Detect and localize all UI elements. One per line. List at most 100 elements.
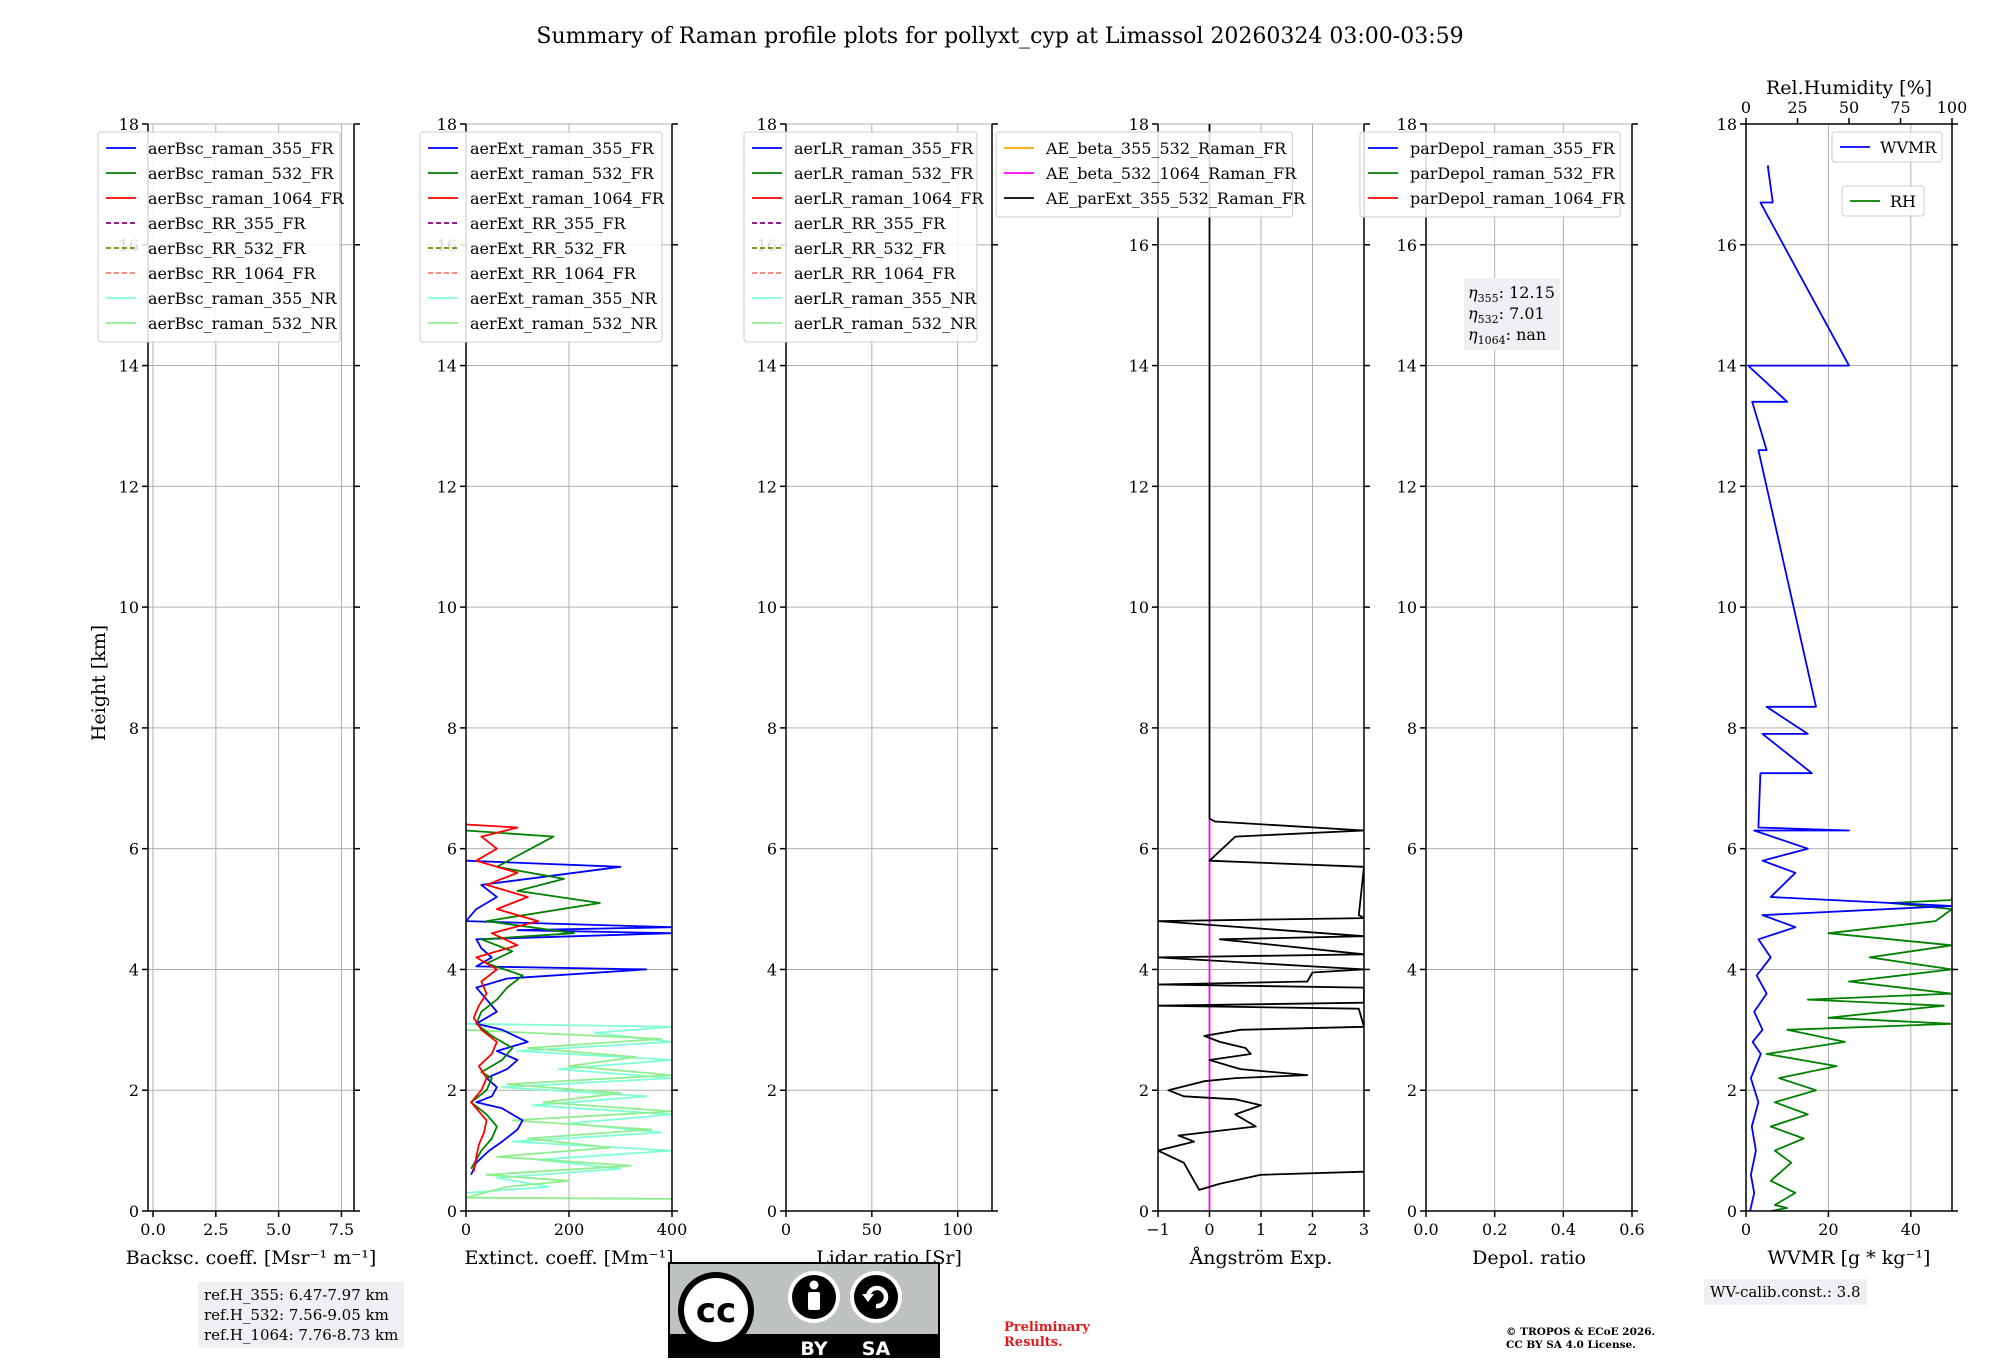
eta-annotation-box [1464, 278, 1560, 350]
legend-entry: aerLR_RR_532_FR [794, 239, 946, 258]
cc-logo-text: cc [696, 1291, 736, 1331]
eta-subscript: 532 [1478, 313, 1499, 326]
series-line-aerExt_raman_355_FR [466, 859, 672, 1176]
height-tick-label: 6 [447, 840, 457, 859]
panel-depol: 0 2 4 6 8 10 12 14 16 18 0.0 0.2 0.4 0.6 Depol. ratio p… [1359, 115, 1645, 1269]
height-tick-label: 8 [1139, 719, 1149, 738]
height-tick-label: 0 [767, 1202, 777, 1221]
eta-value: : 12.15 [1499, 283, 1555, 302]
series-line-aerExt_raman_1064_FR [466, 823, 539, 1172]
x-tick-label: 3 [1359, 1220, 1369, 1239]
height-tick-label: 4 [767, 960, 777, 979]
height-tick-label: 18 [1129, 115, 1149, 134]
legend-entry: aerExt_raman_355_FR [470, 139, 655, 158]
copyright-line-1: © TROPOS & ECoE 2026. [1506, 1326, 1656, 1338]
x-tick-label: 50 [862, 1220, 882, 1239]
eta-symbol: η [1468, 325, 1478, 344]
height-tick-label: 8 [1727, 719, 1737, 738]
x-tick-label: 1 [1256, 1220, 1266, 1239]
height-tick-label: 10 [437, 598, 457, 617]
height-tick-label: 14 [437, 357, 457, 376]
height-tick-label: 0 [1139, 1202, 1149, 1221]
x-tick-label: 0 [1741, 1220, 1751, 1239]
x-tick-label: 40 [1901, 1220, 1921, 1239]
eta-symbol: η [1468, 304, 1478, 323]
height-tick-label: 6 [1407, 840, 1417, 859]
height-tick-label: 18 [1717, 115, 1737, 134]
height-tick-label: 16 [1129, 236, 1149, 255]
x-tick-label: 200 [554, 1220, 585, 1239]
height-tick-label: 14 [1129, 357, 1149, 376]
panel-lr: 024681012141618050100Lidar ratio [Sr]aer… [743, 115, 998, 1269]
height-tick-label: 10 [119, 598, 139, 617]
height-tick-label: 6 [129, 840, 139, 859]
height-tick-label: 14 [1717, 357, 1737, 376]
rh-legend-label: RH [1890, 192, 1916, 211]
legend-entry: aerLR_raman_355_FR [794, 139, 974, 158]
x-tick-label: −1 [1146, 1220, 1170, 1239]
height-tick-label: 2 [129, 1081, 139, 1100]
legend-entry: aerLR_raman_355_NR [794, 289, 977, 308]
legend-entry: aerBsc_raman_1064_FR [148, 189, 345, 208]
x-axis-label: Depol. ratio [1472, 1247, 1586, 1269]
x-axis-label: Backsc. coeff. [Msr⁻¹ m⁻¹] [126, 1247, 377, 1269]
legend-entry: AE_parExt_355_532_Raman_FR [1045, 189, 1306, 208]
wvmr-legend-label: WVMR [1880, 138, 1937, 157]
eta-subscript: 355 [1478, 292, 1499, 305]
height-tick-label: 4 [1407, 960, 1417, 979]
legend-entry: AE_beta_355_532_Raman_FR [1045, 139, 1287, 158]
series-line-RH [1765, 897, 1952, 1211]
legend-entry: aerBsc_raman_532_FR [148, 164, 334, 183]
legend-entry: aerExt_raman_355_NR [470, 289, 658, 308]
legend-entry: aerExt_raman_532_FR [470, 164, 655, 183]
rh-tick-label: 50 [1839, 98, 1859, 117]
height-tick-label: 18 [757, 115, 777, 134]
eta-value: : nan [1506, 325, 1547, 344]
legend-entry: aerExt_RR_355_FR [470, 214, 627, 233]
legend-entry: aerLR_RR_1064_FR [794, 264, 956, 283]
legend-entry: aerLR_raman_532_FR [794, 164, 974, 183]
cc-badge-graphic: cc BY SA [670, 1264, 938, 1358]
x-tick-label: 0.2 [1482, 1220, 1507, 1239]
height-tick-label: 2 [1727, 1081, 1737, 1100]
legend-entry: aerExt_RR_1064_FR [470, 264, 637, 283]
height-tick-label: 0 [1407, 1202, 1417, 1221]
height-tick-label: 14 [119, 357, 139, 376]
height-tick-label: 4 [1727, 960, 1737, 979]
x-tick-label: 2 [1307, 1220, 1317, 1239]
height-tick-label: 0 [129, 1202, 139, 1221]
x-tick-label: 0 [1204, 1220, 1214, 1239]
legend-entry: aerBsc_RR_1064_FR [148, 264, 317, 283]
height-tick-label: 8 [1407, 719, 1417, 738]
height-axis-label: Height [km] [88, 625, 110, 741]
legend-entry: aerLR_RR_355_FR [794, 214, 946, 233]
rh-tick-label: 25 [1787, 98, 1807, 117]
height-tick-label: 2 [1139, 1081, 1149, 1100]
series-group [1747, 165, 1952, 1211]
panel-ext: 0246810121416180200400Extinct. coeff. [M… [419, 115, 687, 1269]
rh-tick-label: 0 [1741, 98, 1751, 117]
eta-subscript: 1064 [1478, 334, 1506, 347]
x-axis-label: Extinct. coeff. [Mm⁻¹] [464, 1247, 673, 1269]
legend-entry: parDepol_raman_355_FR [1410, 139, 1616, 158]
figure-title: Summary of Raman profile plots for polly… [536, 24, 1463, 49]
height-tick-label: 16 [1717, 236, 1737, 255]
legend-entry: parDepol_raman_1064_FR [1410, 189, 1626, 208]
rh-tick-label: 75 [1890, 98, 1910, 117]
height-tick-label: 8 [129, 719, 139, 738]
copyright-note: © TROPOS & ECoE 2026. CC BY SA 4.0 Licen… [1506, 1326, 1655, 1352]
legend-entry: aerBsc_raman_355_FR [148, 139, 334, 158]
rh-tick-label: 100 [1937, 98, 1968, 117]
series-line-aerExt_raman_355_NR [466, 1022, 672, 1194]
height-tick-label: 2 [767, 1081, 777, 1100]
height-tick-label: 8 [447, 719, 457, 738]
preliminary-results-note: Preliminary Results. [1004, 1320, 1090, 1350]
wv-calibration-box: WV-calib.const.: 3.8 [1704, 1279, 1867, 1305]
ref-height-532: ref.H_532: 7.56-9.05 km [204, 1306, 389, 1324]
legend-box [995, 131, 1294, 218]
cc-sa-label: SA [862, 1338, 891, 1358]
height-tick-label: 14 [1397, 357, 1417, 376]
